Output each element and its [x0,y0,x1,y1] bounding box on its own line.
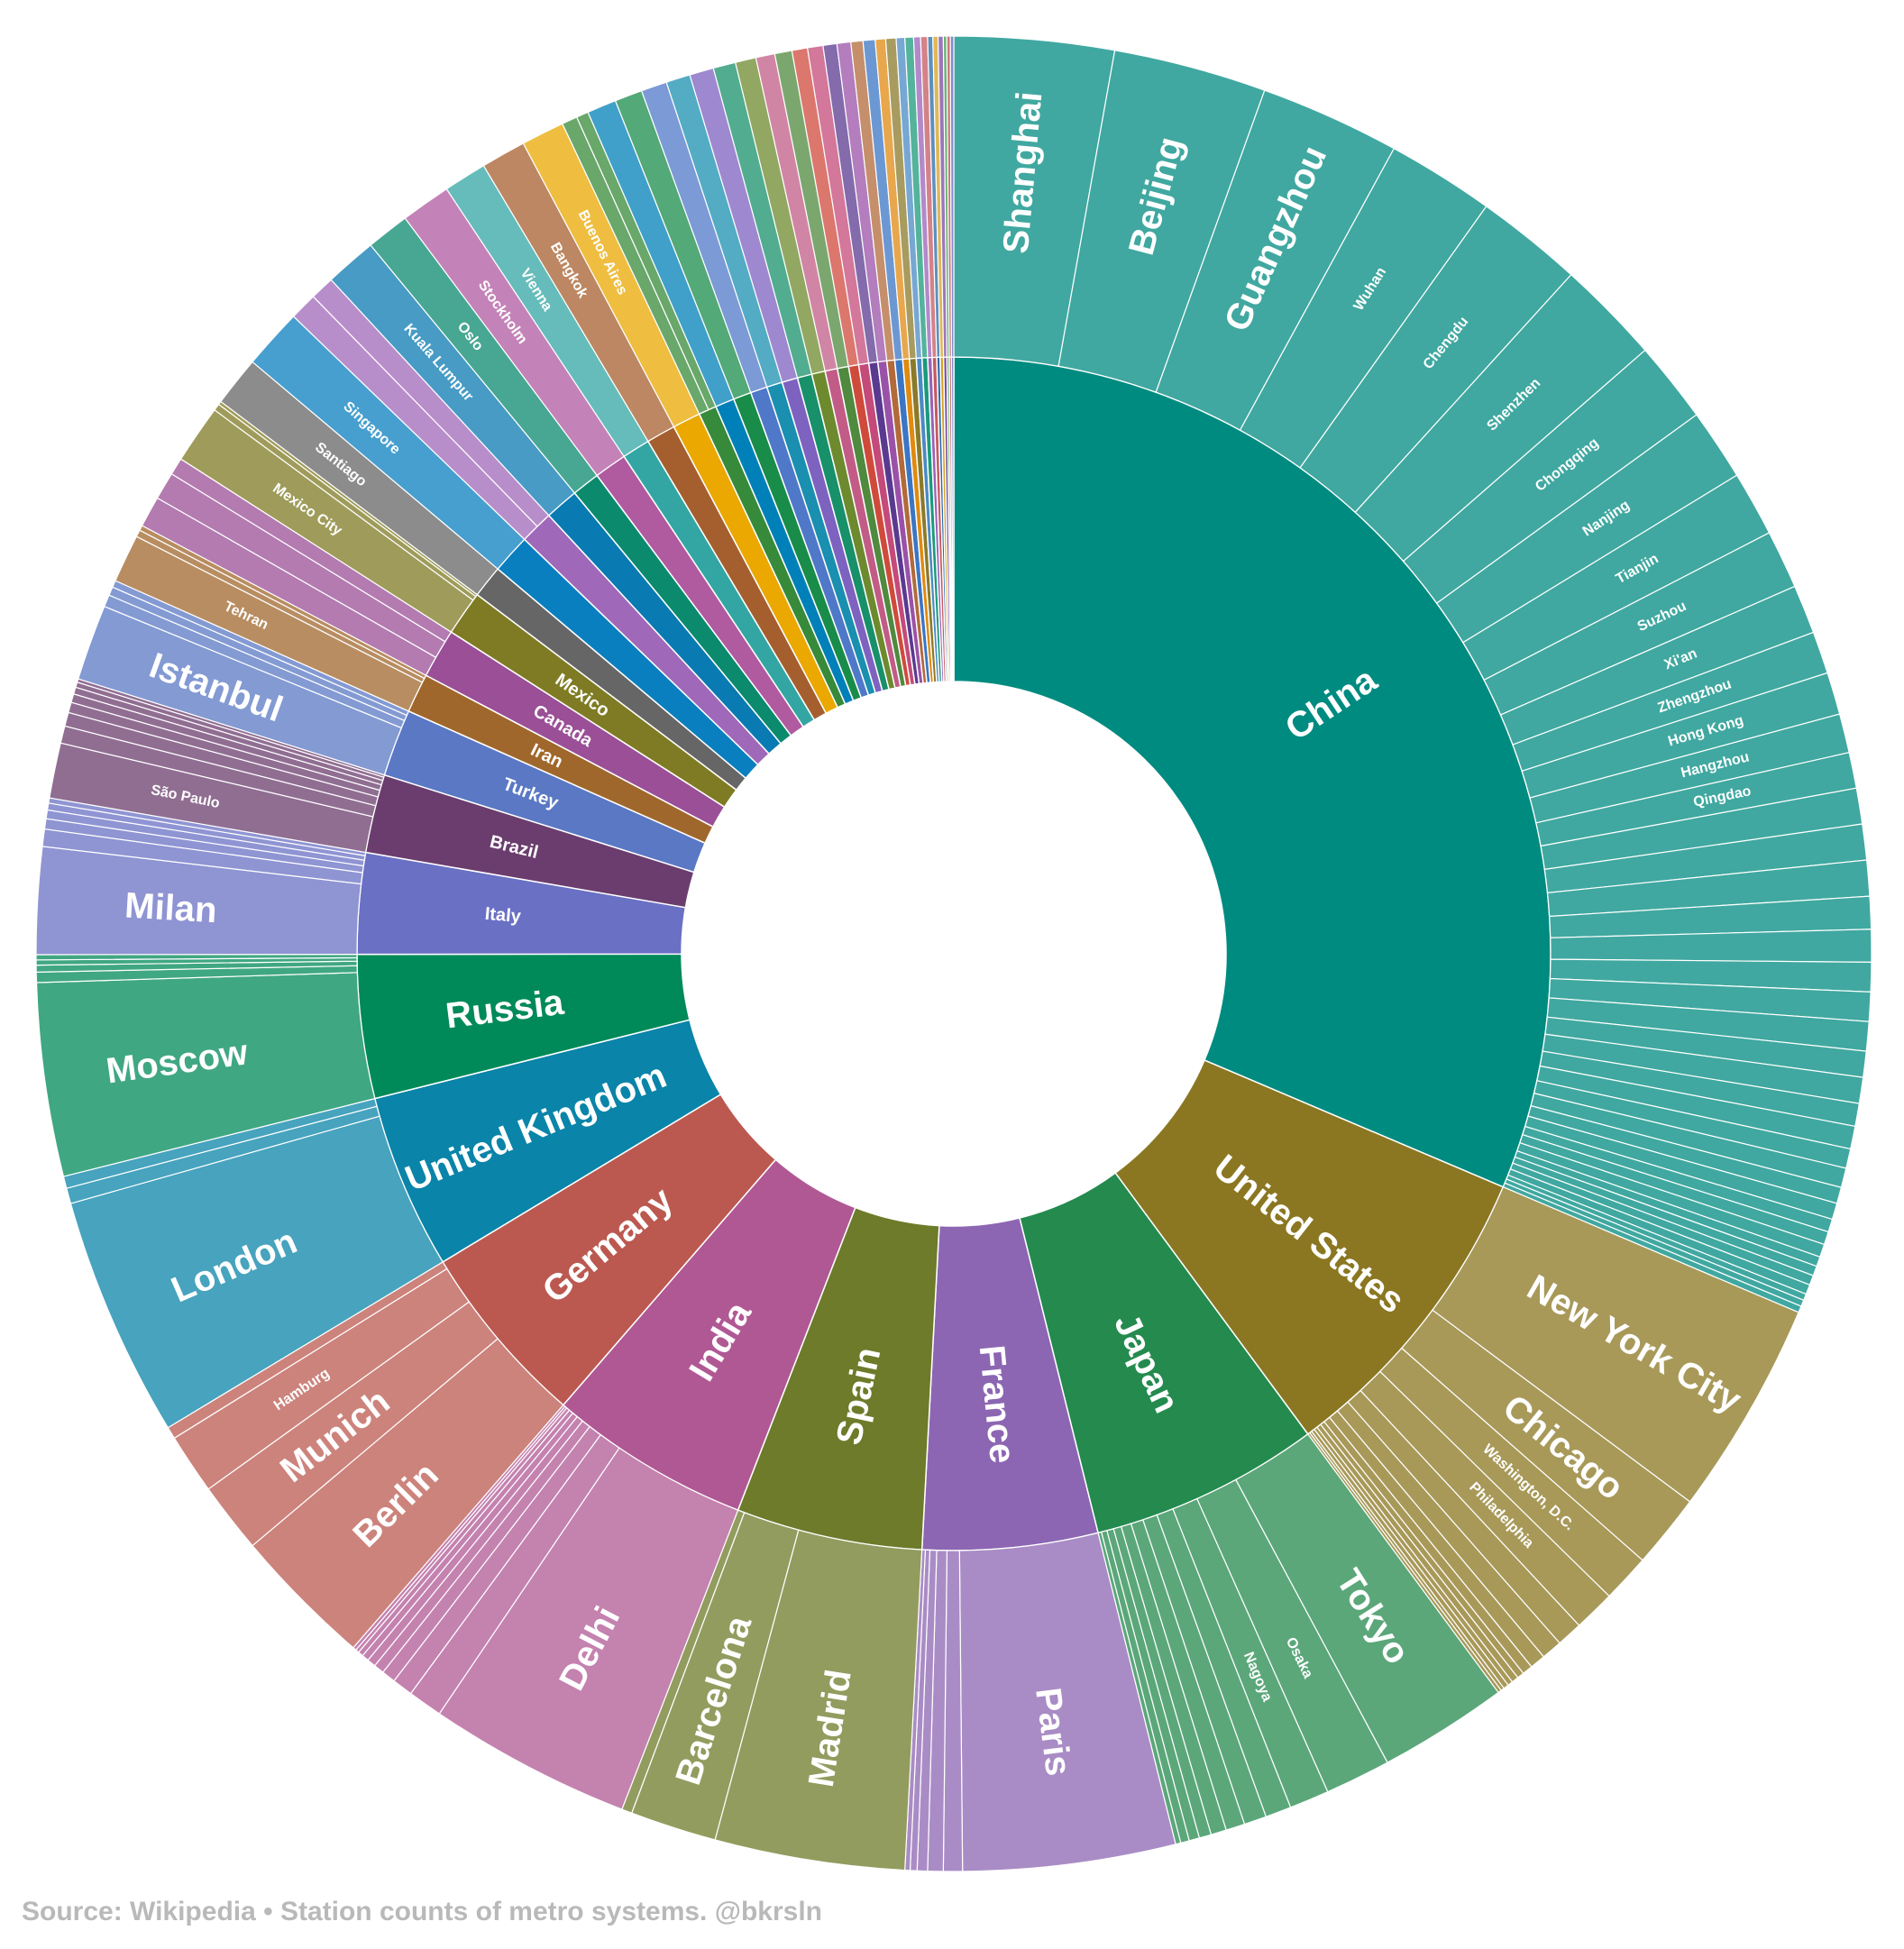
city-ring [35,35,1872,1872]
country-label-italy: Italy [484,904,523,927]
source-caption: Source: Wikipedia • Station counts of me… [22,1897,823,1926]
city-segment-51-0[interactable] [949,35,955,358]
country-ring [356,356,1552,1551]
city-label-milan: Milan [124,885,218,930]
